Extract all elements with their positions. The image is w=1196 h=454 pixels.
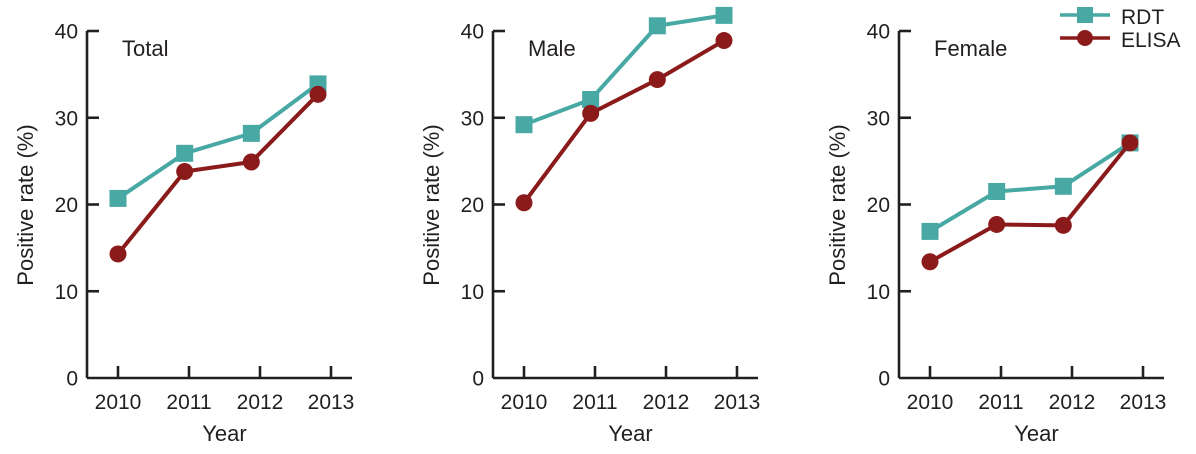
legend-swatch-svg-rdt xyxy=(1060,7,1110,23)
rdt-square-marker-icon xyxy=(1060,5,1114,30)
y-tick-label: 40 xyxy=(461,21,484,44)
legend-circle-marker xyxy=(1077,30,1093,46)
chart-svg-total: 0 10 20 30 40 2010 2011 2012 2013 Year Positive ra… xyxy=(13,21,355,447)
y-tick-label: 10 xyxy=(55,281,78,304)
data-marker-rdt-2012 xyxy=(1054,177,1072,195)
x-axis-title: Year xyxy=(1014,421,1058,446)
x-axis-title: Year xyxy=(202,421,246,446)
y-axis-title: Positive rate (%) xyxy=(13,124,38,285)
y-axis-title: Positive rate (%) xyxy=(825,124,850,285)
series-line-elisa xyxy=(116,92,320,256)
data-marker-elisa-2010 xyxy=(515,194,533,212)
legend: RDT ELISA xyxy=(1060,6,1181,52)
legend-item-elisa: ELISA xyxy=(1060,29,1181,52)
data-marker-elisa-2013 xyxy=(309,85,327,103)
data-marker-rdt-2011 xyxy=(582,91,600,109)
x-tick-label: 2011 xyxy=(166,391,211,414)
legend-item-rdt: RDT xyxy=(1060,6,1181,29)
data-marker-elisa-2010 xyxy=(109,245,127,263)
chart-panel-male: 0 10 20 30 40 2010 2011 2012 2013 Year Positive ra… xyxy=(406,0,790,454)
data-marker-elisa-2012 xyxy=(242,153,260,171)
data-marker-elisa-2011 xyxy=(988,215,1006,233)
y-tick-label: 0 xyxy=(66,368,78,391)
x-tick-label: 2013 xyxy=(1120,391,1167,414)
series-line-rdt xyxy=(928,141,1132,234)
x-tick-label: 2010 xyxy=(501,391,548,414)
x-tick-label: 2010 xyxy=(907,391,954,414)
x-axis-title: Year xyxy=(608,421,652,446)
data-marker-rdt-2010 xyxy=(109,189,127,207)
data-marker-rdt-2011 xyxy=(176,144,194,162)
y-tick-label: 0 xyxy=(878,368,890,391)
series-line-elisa xyxy=(522,38,726,204)
x-tick-label: 2013 xyxy=(714,391,761,414)
data-marker-elisa-2013 xyxy=(715,32,733,50)
y-tick-label: 10 xyxy=(867,281,890,304)
x-tick-label: 2011 xyxy=(572,391,617,414)
chart-panel-female: 0 10 20 30 40 2010 2011 2012 2013 Year Positive ra… xyxy=(812,0,1196,454)
y-axis-title: Positive rate (%) xyxy=(419,124,444,285)
x-tick-label: 2012 xyxy=(643,391,690,414)
y-tick-label: 20 xyxy=(461,194,484,217)
legend-label-rdt: RDT xyxy=(1121,6,1165,29)
x-tick-label: 2012 xyxy=(1049,391,1096,414)
series-line-rdt xyxy=(116,82,320,201)
data-marker-rdt-2013 xyxy=(715,6,733,24)
chart-svg-female: 0 10 20 30 40 2010 2011 2012 2013 Year Positive ra… xyxy=(825,21,1167,447)
y-tick-label: 20 xyxy=(55,194,78,217)
y-tick-label: 0 xyxy=(472,368,484,391)
elisa-circle-marker-icon xyxy=(1060,28,1114,53)
x-tick-label: 2013 xyxy=(308,391,355,414)
y-tick-label: 30 xyxy=(461,107,484,130)
data-marker-elisa-2011 xyxy=(176,163,194,181)
legend-swatch-svg-elisa xyxy=(1060,30,1110,46)
data-marker-elisa-2013 xyxy=(1121,134,1139,152)
legend-label-elisa: ELISA xyxy=(1121,29,1181,52)
y-tick-label: 10 xyxy=(461,281,484,304)
panel-title: Total xyxy=(122,36,168,61)
chart-panel-total: 0 10 20 30 40 2010 2011 2012 2013 Year Positive ra… xyxy=(0,0,384,454)
y-tick-label: 40 xyxy=(55,21,78,44)
x-tick-label: 2012 xyxy=(237,391,284,414)
data-marker-elisa-2010 xyxy=(921,253,939,271)
chart-svg-male: 0 10 20 30 40 2010 2011 2012 2013 Year Positive ra… xyxy=(419,6,761,446)
x-tick-label: 2010 xyxy=(95,391,142,414)
data-marker-rdt-2011 xyxy=(988,182,1006,200)
data-marker-elisa-2011 xyxy=(582,104,600,122)
panel-title: Male xyxy=(528,36,576,61)
data-marker-elisa-2012 xyxy=(648,71,666,89)
data-marker-rdt-2012 xyxy=(242,124,260,142)
panel-title: Female xyxy=(934,36,1007,61)
y-tick-label: 20 xyxy=(867,194,890,217)
series-line-elisa xyxy=(929,141,1132,264)
series-line-rdt xyxy=(523,13,725,127)
data-marker-rdt-2010 xyxy=(921,222,939,240)
x-tick-label: 2011 xyxy=(978,391,1023,414)
legend-square-marker xyxy=(1077,7,1093,23)
y-tick-label: 40 xyxy=(867,21,890,44)
data-marker-rdt-2012 xyxy=(648,17,666,35)
data-marker-rdt-2010 xyxy=(515,116,533,134)
y-tick-label: 30 xyxy=(55,107,78,130)
data-marker-elisa-2012 xyxy=(1054,216,1072,234)
y-tick-label: 30 xyxy=(867,107,890,130)
